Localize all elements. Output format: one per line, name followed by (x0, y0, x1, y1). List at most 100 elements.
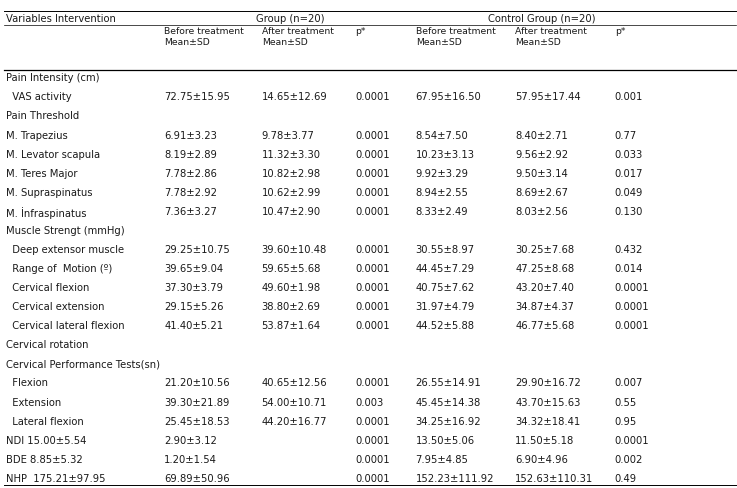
Text: Pain Intensity (cm): Pain Intensity (cm) (6, 73, 99, 83)
Text: 0.0001: 0.0001 (355, 473, 390, 483)
Text: 14.65±12.69: 14.65±12.69 (262, 92, 327, 102)
Text: 8.94±2.55: 8.94±2.55 (416, 187, 469, 197)
Text: 43.20±7.40: 43.20±7.40 (515, 283, 574, 292)
Text: Extension: Extension (6, 397, 61, 407)
Text: 1.20±1.54: 1.20±1.54 (164, 454, 217, 464)
Text: Flexion: Flexion (6, 378, 48, 387)
Text: After treatment
Mean±SD: After treatment Mean±SD (262, 27, 334, 47)
Text: NHP  175.21±97.95: NHP 175.21±97.95 (6, 473, 105, 483)
Text: 0.0001: 0.0001 (355, 454, 390, 464)
Text: 0.0001: 0.0001 (355, 130, 390, 140)
Text: 40.75±7.62: 40.75±7.62 (416, 283, 475, 292)
Text: 39.30±21.89: 39.30±21.89 (164, 397, 230, 407)
Text: 9.78±3.77: 9.78±3.77 (262, 130, 315, 140)
Text: Cervical rotation: Cervical rotation (6, 340, 88, 349)
Text: 0.0001: 0.0001 (355, 321, 390, 330)
Text: 10.47±2.90: 10.47±2.90 (262, 206, 321, 216)
Text: 69.89±50.96: 69.89±50.96 (164, 473, 230, 483)
Text: 53.87±1.64: 53.87±1.64 (262, 321, 321, 330)
Text: M. İnfraspinatus: M. İnfraspinatus (6, 206, 86, 218)
Text: 0.0001: 0.0001 (615, 435, 649, 445)
Text: 8.03±2.56: 8.03±2.56 (515, 206, 568, 216)
Text: 41.40±5.21: 41.40±5.21 (164, 321, 223, 330)
Text: 44.52±5.88: 44.52±5.88 (416, 321, 475, 330)
Text: 67.95±16.50: 67.95±16.50 (416, 92, 481, 102)
Text: 21.20±10.56: 21.20±10.56 (164, 378, 230, 387)
Text: 0.49: 0.49 (615, 473, 637, 483)
Text: 37.30±3.79: 37.30±3.79 (164, 283, 223, 292)
Text: 31.97±4.79: 31.97±4.79 (416, 302, 475, 311)
Text: 9.56±2.92: 9.56±2.92 (515, 149, 568, 159)
Text: 59.65±5.68: 59.65±5.68 (262, 264, 321, 273)
Text: Control Group (n=20): Control Group (n=20) (488, 14, 595, 23)
Text: 38.80±2.69: 38.80±2.69 (262, 302, 321, 311)
Text: 39.65±9.04: 39.65±9.04 (164, 264, 223, 273)
Text: 7.36±3.27: 7.36±3.27 (164, 206, 217, 216)
Text: 46.77±5.68: 46.77±5.68 (515, 321, 574, 330)
Text: 2.90±3.12: 2.90±3.12 (164, 435, 217, 445)
Text: NDI 15.00±5.54: NDI 15.00±5.54 (6, 435, 86, 445)
Text: 0.0001: 0.0001 (355, 168, 390, 178)
Text: Group (n=20): Group (n=20) (256, 14, 324, 23)
Text: Cervical lateral flexion: Cervical lateral flexion (6, 321, 125, 330)
Text: 8.40±2.71: 8.40±2.71 (515, 130, 568, 140)
Text: 0.001: 0.001 (615, 92, 643, 102)
Text: 45.45±14.38: 45.45±14.38 (416, 397, 481, 407)
Text: 7.78±2.86: 7.78±2.86 (164, 168, 217, 178)
Text: 30.25±7.68: 30.25±7.68 (515, 244, 574, 254)
Text: 8.69±2.67: 8.69±2.67 (515, 187, 568, 197)
Text: 0.0001: 0.0001 (355, 416, 390, 426)
Text: 47.25±8.68: 47.25±8.68 (515, 264, 574, 273)
Text: Range of  Motion (º): Range of Motion (º) (6, 264, 112, 273)
Text: 29.90±16.72: 29.90±16.72 (515, 378, 581, 387)
Text: 8.33±2.49: 8.33±2.49 (416, 206, 468, 216)
Text: 0.0001: 0.0001 (355, 283, 390, 292)
Text: Pain Threshold: Pain Threshold (6, 111, 79, 121)
Text: Cervical extension: Cervical extension (6, 302, 105, 311)
Text: 0.95: 0.95 (615, 416, 637, 426)
Text: 0.003: 0.003 (355, 397, 383, 407)
Text: 0.014: 0.014 (615, 264, 643, 273)
Text: 0.017: 0.017 (615, 168, 643, 178)
Text: 0.0001: 0.0001 (615, 302, 649, 311)
Text: 0.55: 0.55 (615, 397, 637, 407)
Text: 0.0001: 0.0001 (355, 149, 390, 159)
Text: 7.78±2.92: 7.78±2.92 (164, 187, 217, 197)
Text: 11.50±5.18: 11.50±5.18 (515, 435, 574, 445)
Text: Deep extensor muscle: Deep extensor muscle (6, 244, 124, 254)
Text: 34.32±18.41: 34.32±18.41 (515, 416, 581, 426)
Text: 0.002: 0.002 (615, 454, 643, 464)
Text: 13.50±5.06: 13.50±5.06 (416, 435, 475, 445)
Text: 72.75±15.95: 72.75±15.95 (164, 92, 230, 102)
Text: 44.45±7.29: 44.45±7.29 (416, 264, 475, 273)
Text: Muscle Strengt (mmHg): Muscle Strengt (mmHg) (6, 225, 125, 235)
Text: 0.0001: 0.0001 (355, 206, 390, 216)
Text: Lateral flexion: Lateral flexion (6, 416, 83, 426)
Text: VAS activity: VAS activity (6, 92, 71, 102)
Text: 34.25±16.92: 34.25±16.92 (416, 416, 481, 426)
Text: 152.23±111.92: 152.23±111.92 (416, 473, 495, 483)
Text: 0.049: 0.049 (615, 187, 643, 197)
Text: 11.32±3.30: 11.32±3.30 (262, 149, 321, 159)
Text: 9.92±3.29: 9.92±3.29 (416, 168, 469, 178)
Text: 10.23±3.13: 10.23±3.13 (416, 149, 475, 159)
Text: 39.60±10.48: 39.60±10.48 (262, 244, 327, 254)
Text: 0.0001: 0.0001 (355, 187, 390, 197)
Text: 30.55±8.97: 30.55±8.97 (416, 244, 475, 254)
Text: 0.0001: 0.0001 (355, 244, 390, 254)
Text: 7.95±4.85: 7.95±4.85 (416, 454, 469, 464)
Text: 0.432: 0.432 (615, 244, 643, 254)
Text: p*: p* (355, 27, 366, 36)
Text: 0.0001: 0.0001 (355, 435, 390, 445)
Text: 0.0001: 0.0001 (355, 92, 390, 102)
Text: Cervical Performance Tests(sn): Cervical Performance Tests(sn) (6, 359, 160, 368)
Text: 0.0001: 0.0001 (615, 283, 649, 292)
Text: 25.45±18.53: 25.45±18.53 (164, 416, 230, 426)
Text: 0.0001: 0.0001 (355, 264, 390, 273)
Text: 0.0001: 0.0001 (355, 378, 390, 387)
Text: M. Trapezius: M. Trapezius (6, 130, 68, 140)
Text: After treatment
Mean±SD: After treatment Mean±SD (515, 27, 587, 47)
Text: 29.25±10.75: 29.25±10.75 (164, 244, 230, 254)
Text: 8.19±2.89: 8.19±2.89 (164, 149, 217, 159)
Text: 0.77: 0.77 (615, 130, 637, 140)
